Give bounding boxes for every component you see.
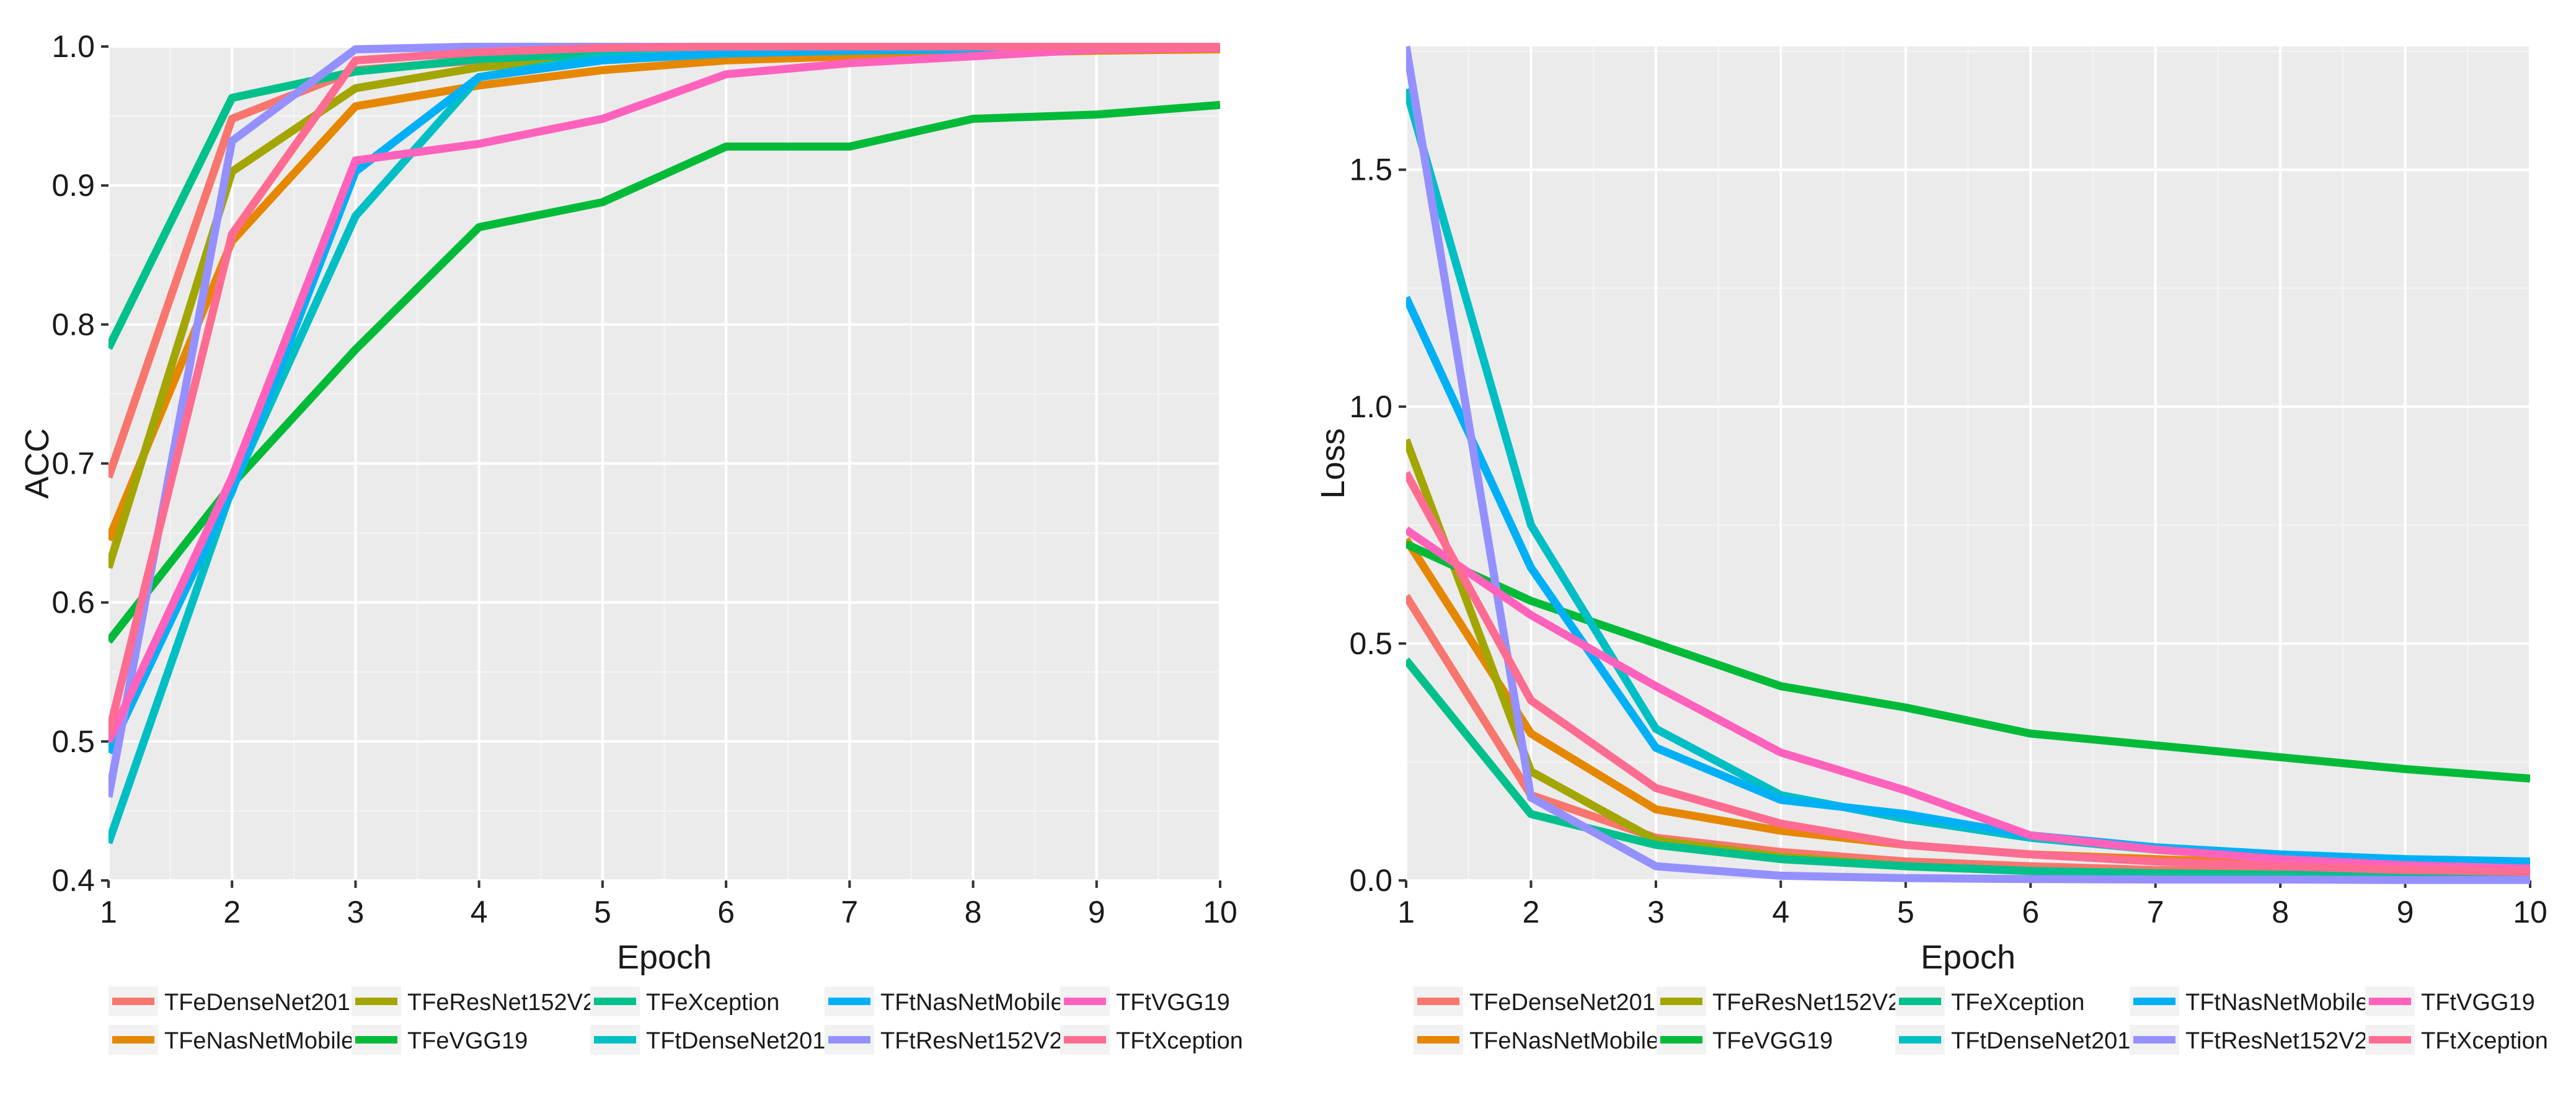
x-tick-label: 7 <box>841 895 858 929</box>
x-tick-label: 9 <box>2397 895 2414 929</box>
legend-item: TFtXception <box>1060 1025 1243 1055</box>
legend-label: TFtDenseNet201 <box>646 1028 825 1054</box>
legend-label: TFtXception <box>2421 1028 2548 1054</box>
legend-item: TFtResNet152V2 <box>2130 1025 2368 1055</box>
legend-label: TFtNasNetMobile <box>880 990 1064 1016</box>
legend: TFeDenseNet201 TFeNasNetMobile TFeResNet15… <box>1414 986 2548 1055</box>
y-tick-label: 0.5 <box>1349 626 1392 661</box>
x-axis-label: Epoch <box>617 939 712 976</box>
legend-label: TFeResNet152V2 <box>407 990 596 1016</box>
legend-label: TFeVGG19 <box>1712 1028 1833 1054</box>
legend-label: TFeVGG19 <box>407 1028 528 1054</box>
legend-item: TFtDenseNet201 <box>590 1025 825 1055</box>
accuracy-chart: 1 2 3 4 5 6 7 8 9 10 0.4 0.5 0.6 0.7 0.8 0.9 1.0 Epoch ACC… <box>19 29 1243 1055</box>
x-tick-label: 6 <box>2022 895 2039 929</box>
x-tick-label: 9 <box>1088 895 1105 929</box>
legend-label: TFtResNet152V2 <box>880 1028 1063 1054</box>
legend-label: TFtResNet152V2 <box>2185 1028 2368 1054</box>
legend-item: TFtVGG19 <box>2365 986 2535 1016</box>
y-tick-label: 0.0 <box>1349 863 1392 898</box>
series-line-tftvgg19 <box>108 43 1220 743</box>
x-tick-label: 10 <box>2513 895 2547 929</box>
x-tick-label: 2 <box>1523 895 1540 929</box>
y-tick-label: 0.9 <box>51 168 95 203</box>
legend-item: TFeResNet152V2 <box>1657 986 1901 1016</box>
x-tick-label: 1 <box>100 895 117 929</box>
legend-label: TFeXception <box>1951 990 2084 1016</box>
axes: 1 2 3 4 5 6 7 8 9 10 0.0 0.5 1.0 1.5 Epoch Loss <box>1314 153 2547 976</box>
legend-item: TFeDenseNet201 <box>108 986 350 1016</box>
legend-item: TFtNasNetMobile <box>825 986 1064 1016</box>
y-tick-label: 0.4 <box>51 863 95 898</box>
x-tick-label: 2 <box>223 895 241 929</box>
x-tick-label: 3 <box>1647 895 1665 929</box>
series-line-tftnasnetmobile <box>1406 296 2530 866</box>
x-tick-label: 8 <box>2272 895 2289 929</box>
x-tick-label: 7 <box>2147 895 2164 929</box>
y-tick-label: 1.0 <box>51 29 95 64</box>
legend-item: TFtNasNetMobile <box>2130 986 2369 1016</box>
legend-item: TFeNasNetMobile <box>1414 1025 1659 1055</box>
legend-item: TFeXception <box>590 986 779 1016</box>
legend-item: TFeXception <box>1895 986 2084 1016</box>
legend-label: TFtVGG19 <box>2421 990 2535 1016</box>
legend-label: TFeResNet152V2 <box>1712 990 1901 1016</box>
legend-label: TFeNasNetMobile <box>164 1028 354 1054</box>
legend: TFeDenseNet201 TFeNasNetMobile TFeResNet15… <box>108 986 1243 1055</box>
legend-item: TFeDenseNet201 <box>1414 986 1655 1016</box>
legend-item: TFeNasNetMobile <box>108 1025 354 1055</box>
legend-item: TFtResNet152V2 <box>825 1025 1063 1055</box>
series-line-tftxception <box>108 43 1220 736</box>
legend-label: TFeDenseNet201 <box>164 990 350 1016</box>
x-tick-label: 5 <box>1897 895 1914 929</box>
legend-item: TFeVGG19 <box>1657 1025 1833 1055</box>
series-line-tftresnet152v2 <box>1406 45 2530 884</box>
x-tick-label: 3 <box>347 895 365 929</box>
series-line-tftxception <box>1406 471 2530 876</box>
x-tick-label: 4 <box>1772 895 1789 929</box>
legend-item: TFtXception <box>2365 1025 2548 1055</box>
y-tick-label: 0.6 <box>51 585 95 620</box>
y-axis-label: ACC <box>19 428 56 499</box>
legend-label: TFtVGG19 <box>1116 990 1230 1016</box>
legend-label: TFeXception <box>646 990 779 1016</box>
y-tick-label: 0.5 <box>51 724 95 759</box>
legend-label: TFtDenseNet201 <box>1951 1028 2130 1054</box>
legend-label: TFtXception <box>1116 1028 1243 1054</box>
x-tick-label: 8 <box>965 895 982 929</box>
x-tick-label: 4 <box>471 895 488 929</box>
x-axis-label: Epoch <box>1921 939 2016 976</box>
legend-item: TFeResNet152V2 <box>352 986 596 1016</box>
legend-label: TFeDenseNet201 <box>1469 990 1655 1016</box>
legend-item: TFtDenseNet201 <box>1895 1025 2130 1055</box>
series-line-tftvgg19 <box>1406 526 2530 873</box>
x-tick-label: 6 <box>717 895 735 929</box>
x-tick-label: 5 <box>594 895 611 929</box>
y-tick-label: 0.8 <box>51 307 95 342</box>
loss-chart: 1 2 3 4 5 6 7 8 9 10 0.0 0.5 1.0 1.5 Epoch Loss TFeDense… <box>1314 45 2548 1055</box>
y-tick-label: 0.7 <box>51 446 95 481</box>
series-lines <box>1406 45 2530 884</box>
series-line-tfevgg19 <box>108 100 1220 644</box>
legend-label: TFtNasNetMobile <box>2185 990 2369 1016</box>
axes: 1 2 3 4 5 6 7 8 9 10 0.4 0.5 0.6 0.7 0.8 0.9 1.0 Epoch ACC <box>19 29 1237 976</box>
y-axis-label: Loss <box>1314 428 1352 499</box>
series-lines <box>108 43 1220 844</box>
x-tick-label: 1 <box>1397 895 1415 929</box>
y-tick-label: 1.0 <box>1349 389 1392 424</box>
x-tick-label: 10 <box>1203 895 1237 929</box>
y-tick-label: 1.5 <box>1349 153 1392 187</box>
legend-item: TFeVGG19 <box>352 1025 528 1055</box>
legend-item: TFtVGG19 <box>1060 986 1230 1016</box>
legend-label: TFeNasNetMobile <box>1469 1028 1659 1054</box>
